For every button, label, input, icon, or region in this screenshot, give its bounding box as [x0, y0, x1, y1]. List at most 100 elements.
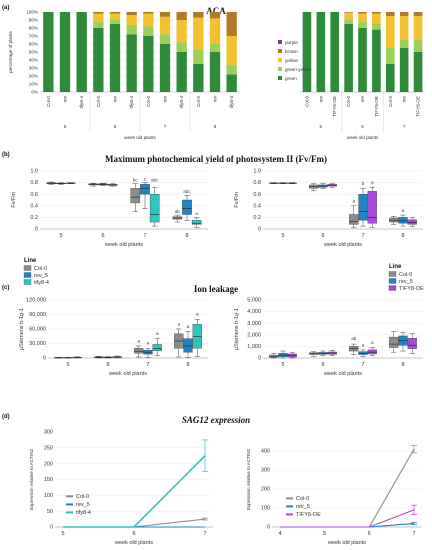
y-tick-label: 4,000: [247, 309, 261, 315]
legend-swatch: [388, 285, 397, 291]
bar-segment-green: [372, 29, 381, 93]
y-tick-label: 0.4: [30, 203, 38, 209]
significance-label: a: [177, 322, 180, 327]
bar-segment-yellow: [413, 16, 423, 40]
y-tick-label: 3,000: [247, 321, 261, 327]
y-tick-label: 100: [261, 506, 270, 512]
x-axis-label: week old plants: [108, 371, 147, 377]
series-line: [280, 509, 415, 528]
y-tick-label: 70%: [29, 34, 38, 39]
y-tick-label: 0.8: [30, 180, 38, 186]
bar-segment-green: [143, 36, 154, 92]
y-tick-label: 300: [261, 468, 270, 474]
x-tick-label: 4: [278, 531, 281, 537]
panel-label: (a): [2, 5, 9, 11]
y-tick-label: 5,000: [247, 298, 261, 304]
y-tick-label: 50: [47, 509, 53, 515]
x-tick-label: 5: [61, 531, 64, 537]
bar-segment-green: [59, 12, 71, 92]
y-tick-label: 0.4: [253, 203, 261, 209]
bar-segment-green: [316, 12, 326, 92]
panel-label: (d): [2, 414, 10, 420]
x-tick-label: 7: [412, 531, 415, 537]
significance-label: ab: [175, 209, 181, 214]
bar-segment-green-yellow: [344, 20, 353, 24]
bar-segment-yellow: [399, 16, 409, 40]
y-tick-label: 1.0: [253, 169, 261, 175]
bar-segment-green: [399, 48, 409, 92]
y-tick-label: 0.2: [253, 215, 261, 221]
legend-label: rev_5: [34, 273, 48, 279]
bar-segment-green: [209, 52, 221, 92]
bar-segment-brown: [413, 12, 423, 16]
y-axis-label: Expression relative to ACTIN2: [246, 448, 251, 510]
legend-label: Col-0: [34, 266, 47, 272]
x-axis-label: week old plants: [347, 135, 379, 140]
bar-segment-brown: [176, 12, 187, 20]
bar-segment-yellow: [159, 16, 171, 35]
legend-label: Col-0: [399, 272, 412, 278]
panel-label: (c): [2, 285, 9, 291]
x-tick-label: TIFY8-OE: [332, 96, 337, 117]
y-tick-label: 100: [44, 493, 53, 499]
y-tick-label: 0.6: [253, 192, 261, 198]
x-tick-label: 5: [281, 233, 284, 239]
bar-segment-yellow: [344, 12, 353, 20]
legend-label: brown: [285, 49, 298, 54]
bar-segment-green-yellow: [126, 24, 137, 35]
bar-segment-green: [126, 34, 137, 92]
y-axis-label: percentage of plants: [8, 30, 13, 72]
y-tick-label: 400: [261, 449, 270, 455]
bar-segment-green: [93, 28, 104, 92]
box: [183, 338, 193, 353]
box: [349, 214, 359, 225]
x-tick-label: rev: [318, 95, 323, 102]
bar-segment-green: [330, 12, 340, 92]
bar-segment-yellow: [143, 13, 154, 27]
legend-swatch: [278, 67, 282, 71]
bar-segment-green-yellow: [358, 21, 367, 28]
box: [407, 338, 417, 349]
significance-label: a: [187, 324, 190, 329]
x-tick-label: rev: [113, 95, 118, 102]
x-tick-label: 6: [321, 233, 324, 239]
chart-title: Maximum photochemical yield of photosyst…: [105, 154, 327, 164]
x-axis-label: week old plants: [323, 242, 362, 248]
y-tick-label: 90,000: [29, 312, 46, 318]
y-tick-label: 200: [44, 461, 53, 467]
significance-label: ab: [351, 336, 357, 341]
legend-swatch: [388, 271, 397, 277]
x-tick-label: 7: [203, 531, 206, 537]
chart-title: SAG12 expression: [182, 415, 250, 425]
bar-segment-brown: [109, 12, 121, 14]
x-tick-label: 7: [146, 362, 149, 368]
bar-segment-green: [358, 28, 367, 92]
significance-label: abc: [183, 189, 191, 194]
bar-segment-brown: [126, 12, 137, 16]
x-tick-label: rev: [163, 95, 168, 102]
x-tick-label: 8: [401, 233, 404, 239]
bar-segment-green-yellow: [159, 34, 171, 44]
legend-label: tify8-4: [76, 510, 91, 516]
bar-segment-green-yellow: [176, 42, 187, 52]
x-tick-label: 7: [361, 362, 364, 368]
x-tick-label: 6: [368, 531, 371, 537]
box: [358, 193, 368, 221]
y-tick-label: 80%: [29, 26, 38, 31]
series-line: [63, 518, 206, 528]
box: [367, 191, 377, 224]
x-tick-label: Col-0: [304, 96, 309, 107]
y-tick-label: 200: [261, 487, 270, 493]
bar-segment-green: [159, 44, 171, 92]
y-tick-label: 250: [44, 445, 53, 451]
legend-label: Col-0: [296, 496, 309, 502]
x-tick-label: TIFY8-OE: [416, 96, 421, 117]
x-axis-label: week old plants: [114, 540, 153, 546]
legend-swatch: [278, 76, 282, 80]
bar-segment-green-yellow: [209, 44, 221, 52]
significance-label: a: [147, 340, 150, 345]
bar-segment-green: [43, 12, 54, 92]
panel-label: (b): [2, 152, 10, 158]
y-tick-label: 0.2: [30, 215, 38, 221]
y-tick-label: 60,000: [29, 327, 46, 333]
